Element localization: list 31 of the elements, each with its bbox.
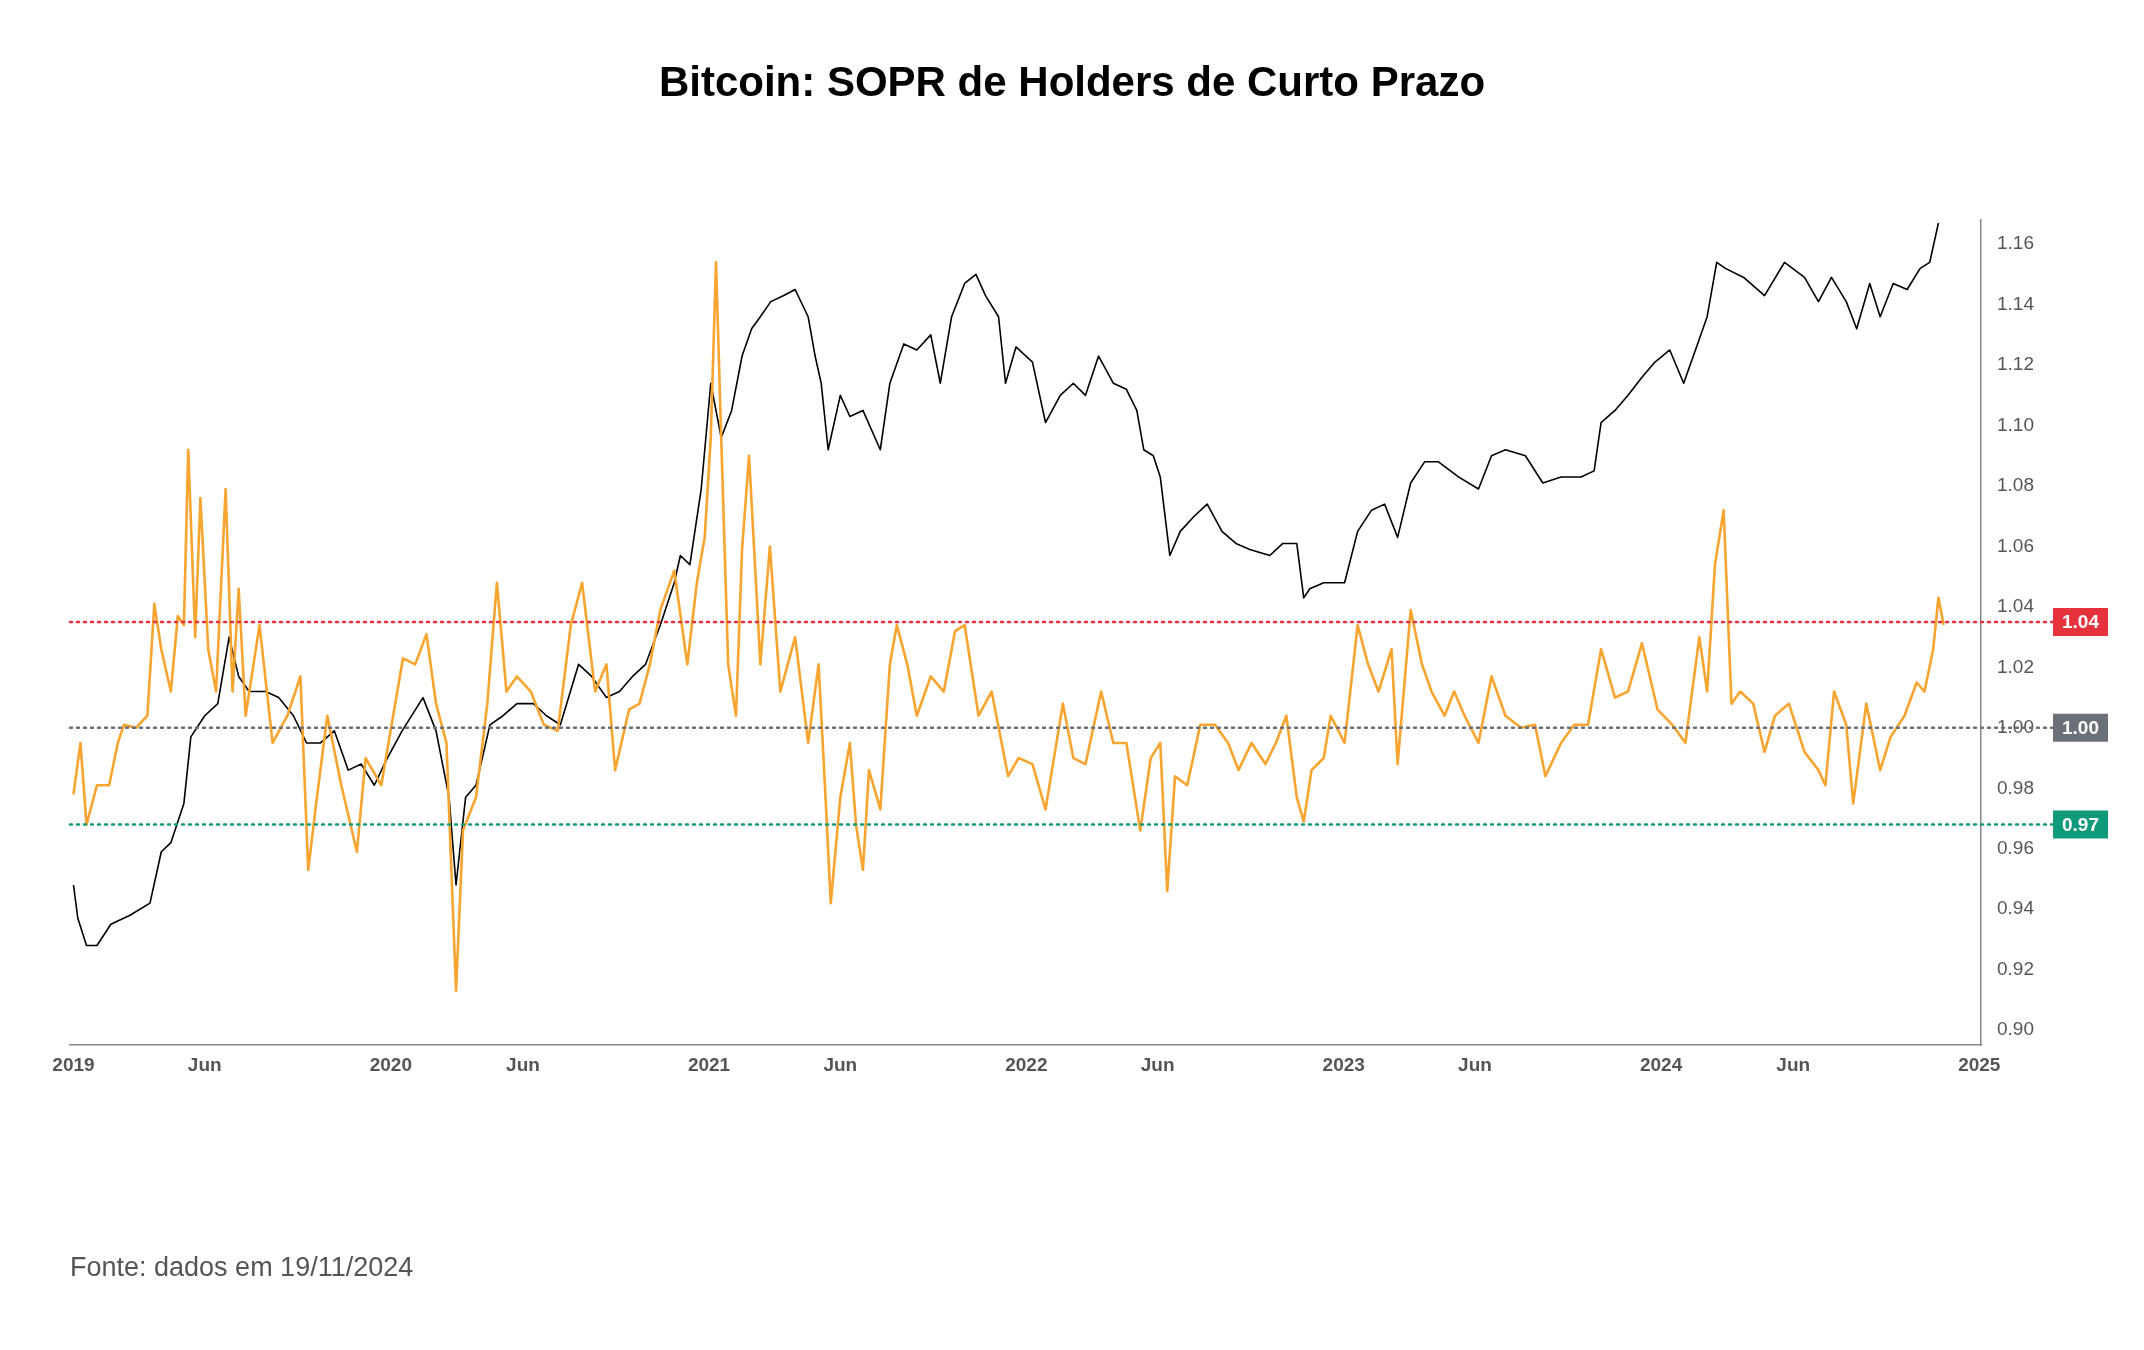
x-tick-label: 2019 — [52, 1053, 95, 1075]
y-tick-label: 1.02 — [1997, 655, 2034, 677]
y-tick-label: 0.90 — [1997, 1018, 2034, 1040]
y-tick-label: 1.14 — [1997, 292, 2035, 314]
x-tick-label: Jun — [823, 1053, 858, 1075]
y-tick-label: 1.06 — [1997, 534, 2034, 556]
x-tick-label: 2023 — [1322, 1053, 1365, 1075]
source-note: Fonte: dados em 19/11/2024 — [70, 1252, 414, 1283]
ref-line-label: 1.04 — [2062, 611, 2100, 633]
ref-line-label: 1.00 — [2062, 717, 2099, 739]
x-tick-label: Jun — [506, 1053, 540, 1075]
y-tick-label: 1.04 — [1997, 595, 2035, 617]
chart-title: Bitcoin: SOPR de Holders de Curto Prazo — [657, 58, 1487, 106]
y-tick-label: 0.92 — [1997, 957, 2034, 979]
x-tick-label: 2024 — [1639, 1053, 1683, 1075]
y-tick-label: 1.10 — [1997, 413, 2034, 435]
y-tick-label: 1.08 — [1997, 474, 2034, 496]
x-tick-label: 2022 — [1005, 1053, 1048, 1075]
x-tick-label: Jun — [1776, 1053, 1811, 1075]
x-tick-label: 2025 — [1958, 1053, 2001, 1075]
x-tick-label: 2021 — [687, 1053, 731, 1075]
x-tick-label: Jun — [187, 1053, 222, 1075]
ref-line-label: 0.97 — [2062, 813, 2099, 835]
y-tick-label: 1.12 — [1997, 353, 2034, 375]
x-tick-label: Jun — [1458, 1053, 1492, 1075]
x-tick-label: Jun — [1140, 1053, 1175, 1075]
y-tick-label: 0.94 — [1997, 897, 2035, 919]
y-tick-label: 0.98 — [1997, 776, 2034, 798]
y-tick-label: 0.96 — [1997, 836, 2034, 858]
x-tick-label: 2020 — [369, 1053, 412, 1075]
y-tick-label: 1.16 — [1997, 232, 2034, 254]
